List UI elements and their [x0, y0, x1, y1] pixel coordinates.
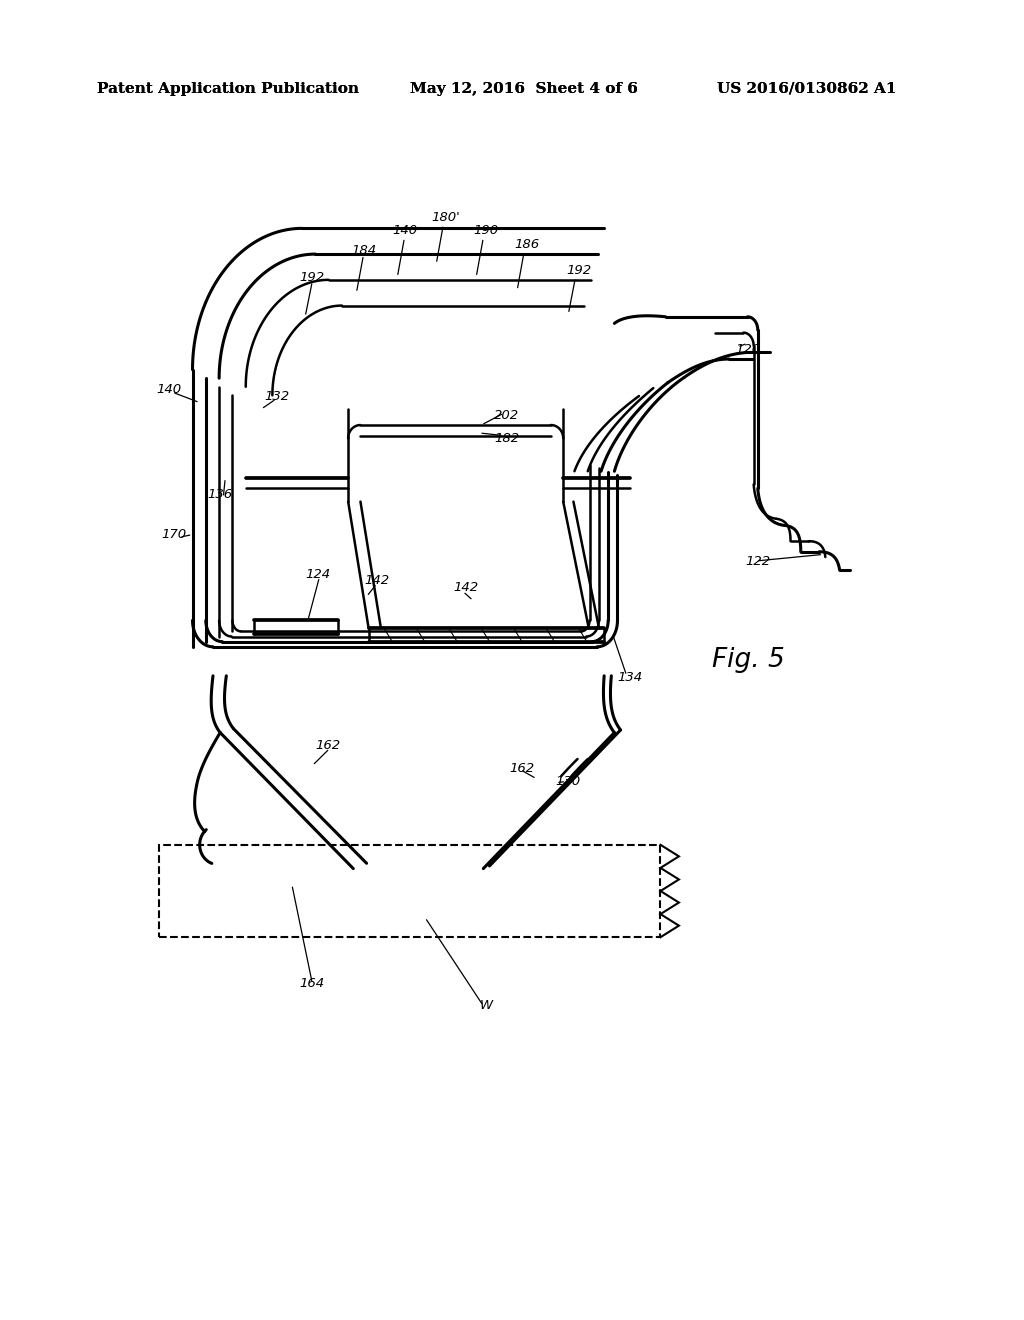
Text: May 12, 2016  Sheet 4 of 6: May 12, 2016 Sheet 4 of 6 [410, 82, 638, 96]
Text: 192: 192 [300, 271, 325, 284]
Text: US 2016/0130862 A1: US 2016/0130862 A1 [717, 82, 896, 96]
Text: 120: 120 [735, 343, 760, 356]
Text: 140: 140 [392, 224, 417, 238]
Text: 170: 170 [162, 528, 186, 541]
Text: 164: 164 [300, 977, 325, 990]
Text: 132: 132 [264, 389, 289, 403]
Text: US 2016/0130862 A1: US 2016/0130862 A1 [717, 82, 896, 96]
Text: 134: 134 [617, 671, 642, 684]
Bar [159, 845, 660, 937]
Text: Fig. 5: Fig. 5 [712, 647, 784, 673]
Text: 162: 162 [510, 762, 535, 775]
Text: Patent Application Publication: Patent Application Publication [97, 82, 359, 96]
Text: 162: 162 [315, 739, 340, 752]
Text: 184: 184 [351, 244, 376, 257]
Text: 142: 142 [365, 574, 389, 587]
Text: 124: 124 [305, 568, 330, 581]
Text: 192: 192 [566, 264, 591, 277]
Text: 136: 136 [208, 488, 232, 502]
Text: 190: 190 [474, 224, 499, 238]
Text: May 12, 2016  Sheet 4 of 6: May 12, 2016 Sheet 4 of 6 [410, 82, 638, 96]
Text: 122: 122 [745, 554, 770, 568]
Text: 140: 140 [157, 383, 181, 396]
Text: 142: 142 [454, 581, 478, 594]
Text: 186: 186 [515, 238, 540, 251]
Text: 180': 180' [431, 211, 460, 224]
Text: 182: 182 [495, 432, 519, 445]
Text: Patent Application Publication: Patent Application Publication [97, 82, 359, 96]
Text: W: W [480, 999, 493, 1012]
Text: 202: 202 [495, 409, 519, 422]
Text: 130: 130 [556, 775, 581, 788]
